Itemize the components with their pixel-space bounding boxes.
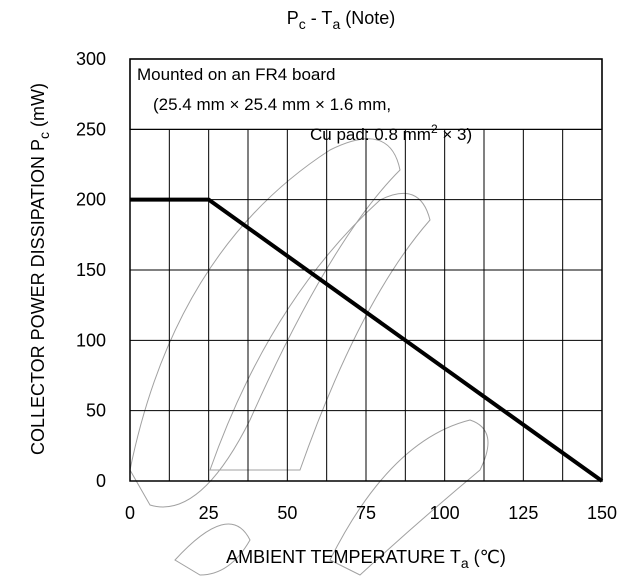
y-tick-label: 50 [86,401,106,421]
tick-labels: 0 25 50 75 100 125 150 0 50 100 150 200 250 300 [76,49,617,523]
chart-title: Pc - Ta (Note) [287,8,396,32]
y-tick-label: 250 [76,119,106,139]
x-tick-label: 100 [430,503,460,523]
x-axis-label: AMBIENT TEMPERATURE Ta (℃) [226,547,506,571]
x-tick-label: 75 [356,503,376,523]
x-tick-label: 125 [508,503,538,523]
y-tick-label: 100 [76,330,106,350]
x-tick-label: 150 [587,503,617,523]
y-tick-label: 200 [76,190,106,210]
annotation-line-2: (25.4 mm × 25.4 mm × 1.6 mm, [153,95,391,114]
series-line [130,197,604,483]
x-tick-label: 0 [125,503,135,523]
watermark [129,138,489,576]
y-tick-label: 150 [76,260,106,280]
annotation-line-3: Cu pad: 0.8 mm2 × 3) [310,122,472,144]
plot-frame [129,58,603,482]
annotation-line-1: Mounted on an FR4 board [137,65,335,84]
y-tick-label: 0 [96,471,106,491]
y-tick-label: 300 [76,49,106,69]
x-tick-label: 25 [199,503,219,523]
y-axis-label: COLLECTOR POWER DISSIPATION Pc (mW) [28,83,52,455]
series-group [130,197,604,483]
annotation-box [129,58,603,130]
x-tick-label: 50 [277,503,297,523]
